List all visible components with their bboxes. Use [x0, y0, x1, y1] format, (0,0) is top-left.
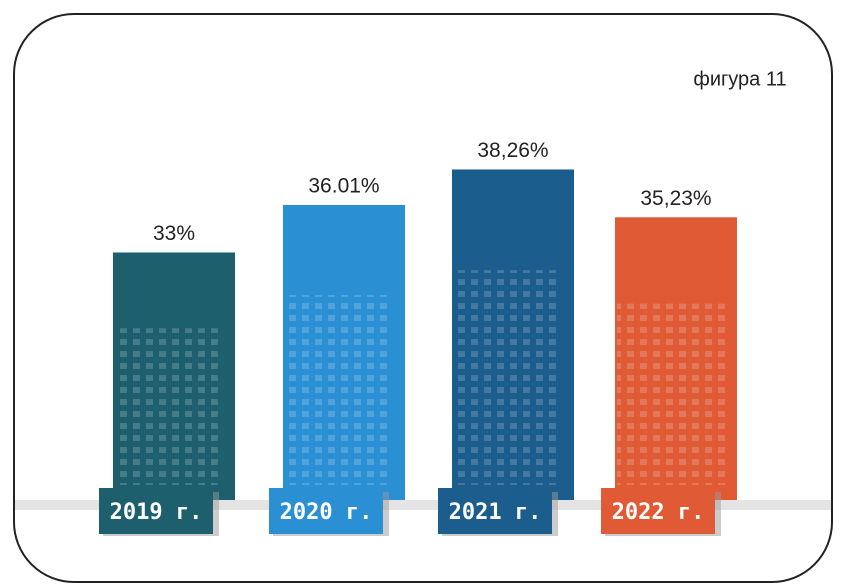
chart-title: фигура 11 [693, 68, 786, 90]
frame [13, 13, 833, 583]
category-box [269, 488, 383, 534]
x-tick-label: 2021 г. [449, 500, 542, 525]
bar-texture [285, 294, 393, 485]
value-label: 35,23% [640, 187, 711, 210]
bar-texture [454, 270, 562, 485]
labels: 2019 г. 2020 г. 2021 г. 2022 г. [99, 488, 721, 536]
value-label: 33% [153, 222, 195, 245]
category-box [601, 488, 715, 534]
x-tick-label: 2020 г. [280, 500, 373, 525]
value-label: 38,26% [477, 139, 548, 162]
bar-texture [115, 328, 223, 485]
x-tick-label: 2019 г. [110, 500, 203, 525]
bar-texture [617, 303, 725, 485]
value-label: 36.01% [308, 175, 379, 198]
x-tick-label: 2022 г. [612, 500, 705, 525]
bars: 33% 36.01% 38,26% 35,23% [113, 139, 737, 506]
floor [15, 500, 831, 510]
category-box [438, 488, 552, 534]
category-box [99, 488, 213, 534]
